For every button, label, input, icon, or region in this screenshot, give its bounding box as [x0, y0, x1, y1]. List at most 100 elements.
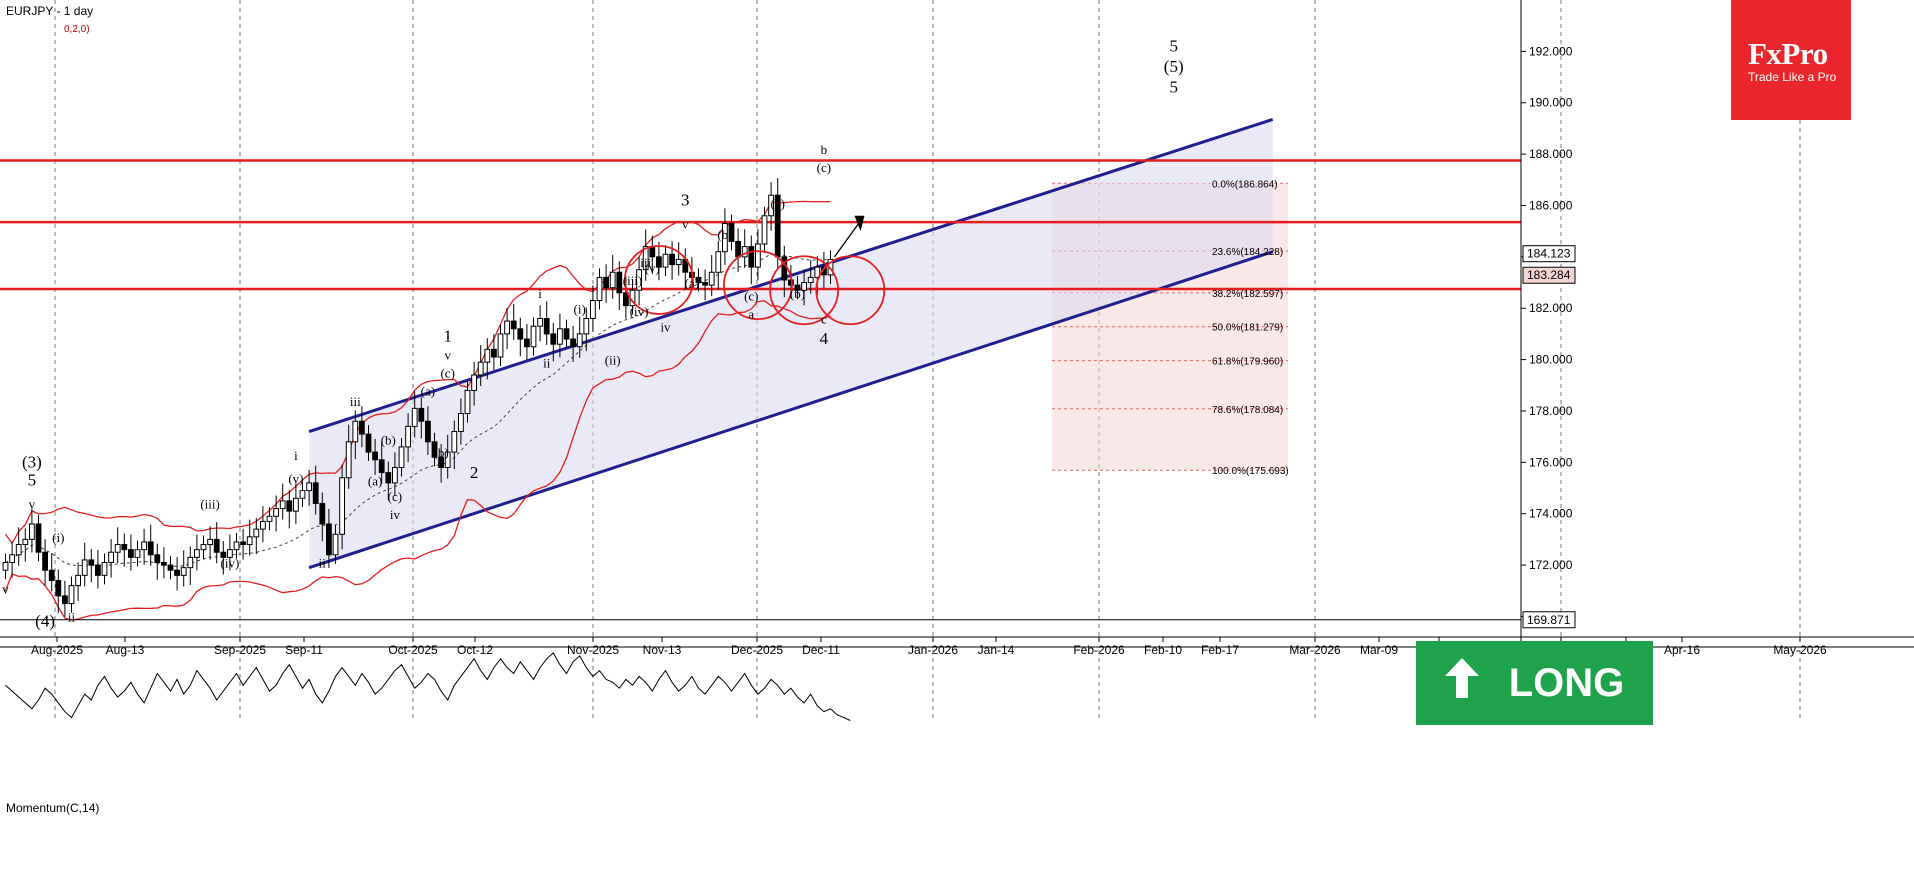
y-tick-label-8: 176.000: [1529, 455, 1573, 469]
wave-label-44: 5: [1169, 36, 1178, 55]
wave-label-45: (5): [1164, 57, 1184, 76]
wave-label-5: (4): [35, 612, 55, 631]
wave-label-16: iv: [390, 507, 401, 522]
wave-label-21: 1: [443, 327, 452, 346]
indicator-label: 0,2,0): [64, 24, 90, 35]
resistance-lines: [0, 159, 1521, 621]
candle-body-56: [372, 451, 379, 461]
candle-body-19: [128, 549, 134, 558]
candle-body-121: [801, 282, 808, 291]
candle-body-47: [312, 482, 319, 504]
candle-body-29: [194, 549, 200, 558]
candle-body-54: [359, 420, 365, 435]
channel-lower-line: [308, 250, 1274, 570]
candle-body-83: [550, 333, 557, 345]
x-tick-label-16: Mar-09: [1360, 643, 1398, 657]
highlight-circle-2: [769, 255, 839, 326]
candle-body-88: [583, 318, 590, 335]
candle-body-31: [207, 538, 213, 546]
candle-body-17: [114, 544, 121, 553]
candle-body-37: [246, 536, 253, 546]
candle-body-55: [365, 433, 372, 453]
candle-body-72: [477, 361, 484, 376]
wave-label-17: (a): [421, 384, 435, 399]
candle-body-67: [444, 451, 451, 468]
candle-body-35: [233, 541, 240, 551]
fib-label-6: 100.0%(175.693): [1212, 466, 1289, 477]
candle-body-107: [708, 271, 715, 286]
candle-body-3: [22, 538, 29, 546]
wave-label-31: iv: [660, 319, 671, 334]
logo-tagline: Trade Like a Pro: [1748, 70, 1837, 84]
wave-label-42: c: [821, 312, 827, 327]
candle-body-91: [603, 276, 610, 289]
candle-body-36: [240, 541, 246, 546]
candle-body-14: [95, 564, 101, 576]
wave-labels: (3)5vv(i)(4) ii(iii)(iv)(v)iiiiii(a)(b)(c…: [2, 36, 1183, 630]
candle-body-92: [609, 271, 616, 289]
candle-body-0: [2, 562, 9, 571]
candle-body-84: [557, 328, 563, 345]
candle-body-116: [768, 194, 775, 217]
candle-body-21: [141, 541, 147, 551]
candle-body-34: [227, 549, 233, 558]
candle-body-30: [200, 544, 207, 551]
candle-body-77: [510, 320, 517, 330]
candle-body-90: [596, 276, 603, 302]
candle-body-51: [339, 477, 346, 535]
candle-body-52: [345, 441, 352, 479]
candle-body-44: [293, 497, 299, 512]
wave-label-46: 5: [1169, 77, 1178, 96]
candle-body-59: [392, 466, 398, 484]
price-box-low: [1522, 611, 1576, 629]
wave-label-23: i: [538, 286, 542, 301]
price-box-label-last: 183.284: [1527, 268, 1571, 282]
y-tick-label-2: 188.000: [1529, 147, 1573, 161]
candle-body-82: [543, 318, 550, 335]
channel-fill: [309, 119, 1273, 568]
candle-body-13: [88, 559, 95, 566]
candle-body-100: [662, 253, 669, 268]
candle-body-101: [669, 253, 676, 266]
price-box-high: [1522, 245, 1576, 263]
wave-label-43: 4: [820, 329, 829, 348]
wave-label-0: (3): [22, 452, 42, 471]
candle-body-79: [524, 338, 530, 348]
y-tick-label-9: 174.000: [1529, 507, 1573, 521]
candle-body-50: [332, 533, 339, 556]
candle-body-48: [319, 502, 326, 525]
candle-body-120: [794, 284, 801, 291]
x-tick-label-7: Nov-13: [643, 643, 682, 657]
candle-body-63: [418, 407, 425, 422]
x-tick-label-20: Apr-16: [1664, 643, 1700, 657]
candle-body-33: [220, 551, 227, 558]
candle-body-86: [570, 338, 577, 348]
fxpro-logo: FxPro Trade Like a Pro: [1731, 0, 1851, 120]
y-tick-label-0: 192.000: [1529, 44, 1573, 58]
highlight-circle-1: [723, 250, 793, 321]
candle-body-96: [636, 269, 643, 291]
candle-body-111: [735, 240, 742, 258]
candle-body-81: [537, 318, 544, 327]
x-tick-label-1: Aug-13: [106, 643, 145, 657]
fib-label-2: 38.2%(182.597): [1212, 289, 1283, 300]
candle-body-27: [180, 567, 187, 576]
candle-body-99: [656, 256, 662, 268]
candle-body-64: [425, 420, 431, 443]
wave-label-10: i: [294, 448, 298, 463]
candle-body-87: [576, 333, 583, 348]
x-tick-label-9: Dec-11: [802, 643, 840, 657]
candle-body-112: [741, 246, 748, 258]
candle-body-32: [213, 538, 220, 553]
candle-body-74: [491, 348, 497, 358]
fib-label-3: 50.0%(181.279): [1212, 323, 1283, 334]
candle-body-118: [781, 256, 788, 281]
price-box-label-low: 169.871: [1527, 613, 1571, 627]
wave-label-2: v: [29, 497, 36, 512]
wave-label-29: (v): [645, 260, 660, 275]
candle-body-71: [471, 374, 478, 391]
wave-label-9: (v): [288, 471, 303, 486]
candle-body-68: [451, 431, 458, 453]
fib-label-5: 78.6%(178.084): [1212, 405, 1283, 416]
candle-body-94: [623, 292, 629, 307]
